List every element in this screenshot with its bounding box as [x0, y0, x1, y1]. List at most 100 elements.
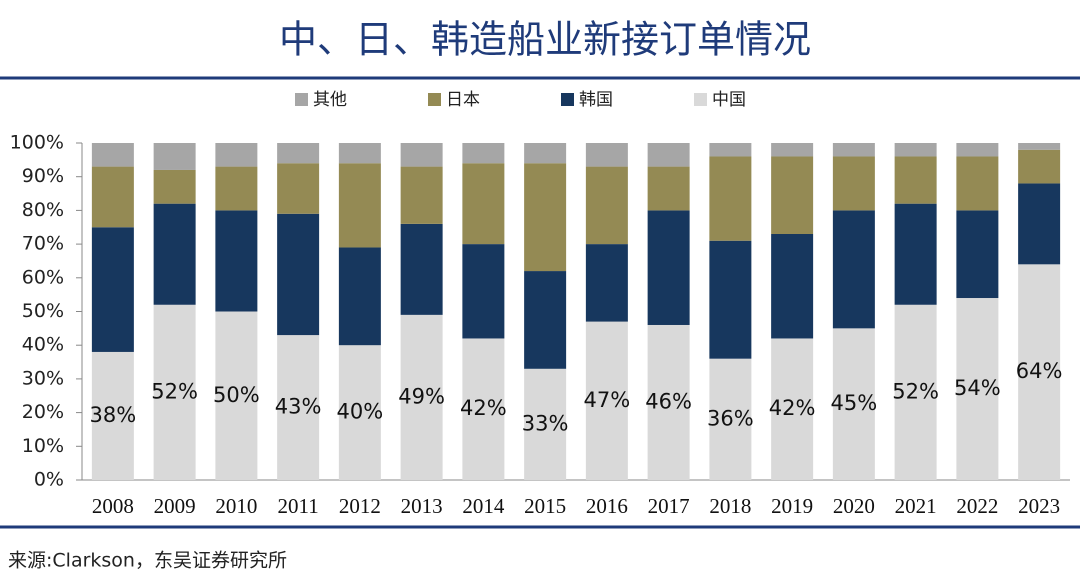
- bar-segment: [956, 143, 999, 157]
- bar-segment: [400, 314, 443, 480]
- bar-segment: [524, 368, 567, 480]
- x-tick-label: 2014: [462, 494, 505, 518]
- data-label: 43%: [275, 395, 322, 419]
- x-tick-label: 2023: [1018, 494, 1060, 518]
- bar-segment: [338, 163, 381, 248]
- data-label: 42%: [769, 396, 816, 420]
- bar-segment: [338, 247, 381, 346]
- data-label: 54%: [954, 376, 1001, 400]
- y-tick-label: 40%: [22, 334, 64, 356]
- bar-segment: [277, 163, 320, 214]
- data-label: 45%: [831, 391, 878, 415]
- bar-segment: [585, 244, 628, 322]
- bar-segment: [215, 143, 258, 167]
- y-tick-label: 80%: [22, 199, 64, 221]
- bar-segment: [1018, 143, 1061, 150]
- bar-segment: [1018, 183, 1061, 265]
- bar-segment: [462, 143, 505, 164]
- legend-swatch: [295, 93, 308, 106]
- bar-segment: [153, 169, 196, 204]
- bar-segment: [215, 311, 258, 480]
- bar-segment: [462, 338, 505, 480]
- y-tick-label: 20%: [22, 401, 64, 423]
- x-tick-label: 2017: [648, 494, 690, 518]
- bar-segment: [832, 210, 875, 329]
- bar-segment: [1018, 264, 1061, 480]
- bar-segment: [91, 351, 134, 480]
- x-tick-label: 2009: [154, 494, 196, 518]
- bar-segment: [585, 321, 628, 480]
- bar-segment: [524, 271, 567, 369]
- bar-segment: [215, 166, 258, 211]
- legend-label: 其他: [313, 90, 347, 110]
- data-label: 52%: [892, 379, 939, 403]
- legend-swatch: [694, 93, 707, 106]
- bar-segment: [524, 163, 567, 272]
- data-label: 64%: [1016, 359, 1063, 383]
- bar-segment: [462, 163, 505, 245]
- x-tick-label: 2013: [401, 494, 443, 518]
- bar-segment: [709, 143, 752, 157]
- bar-segment: [153, 143, 196, 170]
- bar-segment: [1018, 149, 1061, 184]
- y-tick-label: 60%: [22, 266, 64, 288]
- legend-label: 韩国: [579, 90, 613, 110]
- bar-segment: [956, 298, 999, 480]
- chart-title: 中、日、韩造船业新接订单情况: [279, 18, 811, 62]
- x-tick-label: 2018: [709, 494, 751, 518]
- bar-segment: [400, 143, 443, 167]
- bar-segment: [771, 143, 814, 157]
- legend-swatch: [561, 93, 574, 106]
- bar-segment: [771, 156, 814, 234]
- data-label: 50%: [213, 383, 260, 407]
- bar-segment: [832, 156, 875, 211]
- bar-segment: [277, 213, 320, 336]
- bar-segment: [894, 203, 937, 305]
- y-tick-label: 0%: [34, 469, 64, 491]
- bar-segment: [462, 244, 505, 339]
- data-label: 46%: [645, 389, 692, 413]
- bar-segment: [524, 143, 567, 164]
- data-label: 33%: [522, 411, 569, 435]
- bar-segment: [215, 210, 258, 312]
- x-tick-label: 2015: [524, 494, 566, 518]
- bar-segment: [894, 143, 937, 157]
- x-tick-label: 2008: [92, 494, 134, 518]
- bar-segment: [647, 210, 690, 325]
- bar-segment: [647, 143, 690, 167]
- bar-segment: [277, 143, 320, 164]
- bar-segment: [91, 227, 134, 352]
- y-tick-label: 50%: [22, 300, 64, 322]
- bar-segment: [585, 166, 628, 245]
- bar-segment: [338, 345, 381, 480]
- x-tick-label: 2019: [771, 494, 813, 518]
- footnote: 来源:Clarkson，东吴证券研究所: [8, 550, 287, 572]
- x-tick-label: 2021: [895, 494, 937, 518]
- bar-segment: [709, 240, 752, 359]
- legend-label: 中国: [712, 90, 746, 110]
- bar-segment: [338, 143, 381, 164]
- bar-segment: [832, 143, 875, 157]
- y-tick-label: 10%: [22, 435, 64, 457]
- bar-segment: [400, 223, 443, 315]
- bar-segment: [771, 338, 814, 480]
- x-tick-label: 2011: [278, 494, 319, 518]
- x-tick-label: 2020: [833, 494, 875, 518]
- x-tick-label: 2012: [339, 494, 381, 518]
- data-label: 49%: [398, 384, 445, 408]
- bar-segment: [832, 328, 875, 480]
- x-tick-label: 2016: [586, 494, 628, 518]
- bar-segment: [894, 156, 937, 204]
- x-tick-label: 2022: [956, 494, 998, 518]
- y-tick-label: 100%: [10, 132, 64, 154]
- bar-segment: [956, 156, 999, 211]
- data-label: 47%: [584, 388, 631, 412]
- data-label: 38%: [90, 403, 137, 427]
- y-tick-label: 30%: [22, 367, 64, 389]
- bar-segment: [153, 203, 196, 305]
- legend-swatch: [428, 93, 441, 106]
- bar-segment: [91, 166, 134, 228]
- bar-segment: [585, 143, 628, 167]
- legend-label: 日本: [446, 90, 480, 110]
